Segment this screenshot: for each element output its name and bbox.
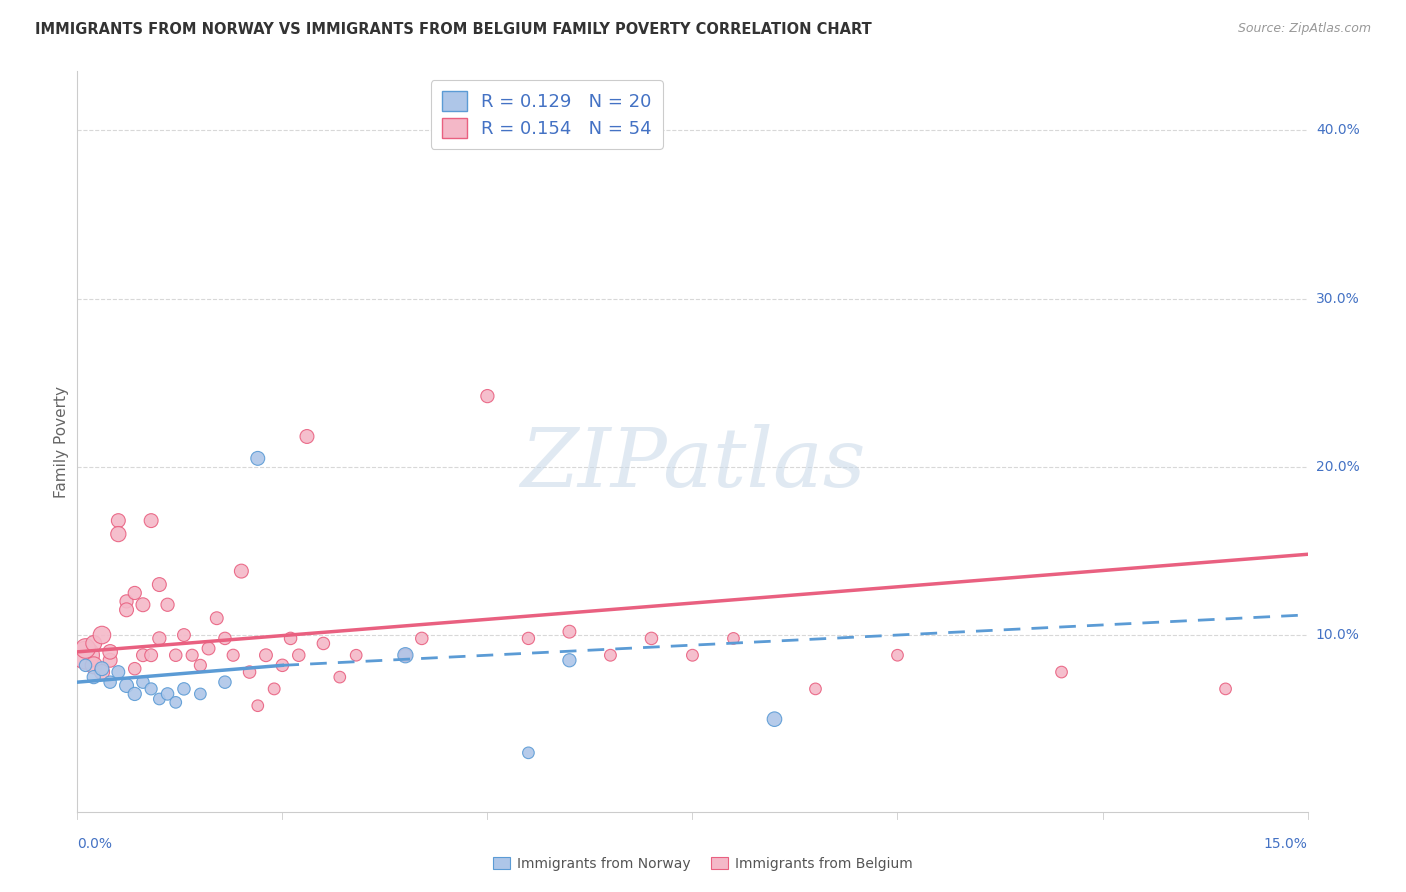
Point xyxy=(141,681,163,696)
Point xyxy=(107,514,129,528)
Y-axis label: Family Poverty: Family Poverty xyxy=(53,385,69,498)
Point xyxy=(288,648,311,663)
Point xyxy=(107,527,129,541)
Point xyxy=(271,658,294,673)
Point xyxy=(115,603,138,617)
Point xyxy=(254,648,277,663)
Point xyxy=(517,746,540,760)
Point xyxy=(141,514,163,528)
Point xyxy=(246,698,269,713)
Point xyxy=(640,632,662,646)
Text: IMMIGRANTS FROM NORWAY VS IMMIGRANTS FROM BELGIUM FAMILY POVERTY CORRELATION CHA: IMMIGRANTS FROM NORWAY VS IMMIGRANTS FRO… xyxy=(35,22,872,37)
Point xyxy=(804,681,827,696)
Point xyxy=(723,632,745,646)
Point xyxy=(197,641,219,656)
Point xyxy=(599,648,621,663)
Point xyxy=(188,687,212,701)
Point xyxy=(222,648,245,663)
Point xyxy=(231,564,253,578)
Point xyxy=(156,687,179,701)
Point xyxy=(90,662,114,676)
Point xyxy=(148,577,170,591)
Text: 15.0%: 15.0% xyxy=(1264,837,1308,851)
Point xyxy=(517,632,540,646)
Legend: Immigrants from Norway, Immigrants from Belgium: Immigrants from Norway, Immigrants from … xyxy=(488,851,918,876)
Point xyxy=(90,628,114,642)
Point xyxy=(165,648,187,663)
Point xyxy=(1215,681,1237,696)
Point xyxy=(83,636,105,650)
Point xyxy=(394,648,416,663)
Text: 40.0%: 40.0% xyxy=(1316,123,1360,137)
Point xyxy=(239,665,262,679)
Point xyxy=(1050,665,1073,679)
Point xyxy=(263,681,285,696)
Point xyxy=(115,679,138,693)
Point xyxy=(124,586,146,600)
Point xyxy=(214,675,236,690)
Point xyxy=(124,687,146,701)
Point xyxy=(181,648,204,663)
Point xyxy=(98,645,121,659)
Point xyxy=(477,389,499,403)
Point xyxy=(280,632,302,646)
Point xyxy=(558,653,581,667)
Point xyxy=(165,695,187,709)
Point xyxy=(115,594,138,608)
Point xyxy=(344,648,367,663)
Point xyxy=(124,662,146,676)
Point xyxy=(763,712,786,726)
Point xyxy=(98,653,121,667)
Point xyxy=(682,648,704,663)
Point xyxy=(83,658,105,673)
Point xyxy=(107,665,129,679)
Legend: R = 0.129   N = 20, R = 0.154   N = 54: R = 0.129 N = 20, R = 0.154 N = 54 xyxy=(430,80,662,149)
Point xyxy=(141,648,163,663)
Point xyxy=(295,429,318,443)
Point xyxy=(148,692,170,706)
Point xyxy=(205,611,228,625)
Text: Source: ZipAtlas.com: Source: ZipAtlas.com xyxy=(1237,22,1371,36)
Text: ZIPatlas: ZIPatlas xyxy=(520,424,865,504)
Text: 20.0%: 20.0% xyxy=(1316,459,1360,474)
Point xyxy=(75,641,97,656)
Point xyxy=(312,636,335,650)
Point xyxy=(411,632,433,646)
Point xyxy=(98,675,121,690)
Point xyxy=(83,670,105,684)
Point xyxy=(132,675,155,690)
Point xyxy=(329,670,352,684)
Point xyxy=(246,451,269,466)
Point xyxy=(75,648,97,663)
Text: 30.0%: 30.0% xyxy=(1316,292,1360,306)
Point xyxy=(188,658,212,673)
Point xyxy=(132,598,155,612)
Text: 10.0%: 10.0% xyxy=(1316,628,1360,642)
Point xyxy=(148,632,170,646)
Point xyxy=(90,665,114,679)
Point xyxy=(558,624,581,639)
Text: 0.0%: 0.0% xyxy=(77,837,112,851)
Point xyxy=(132,648,155,663)
Point xyxy=(156,598,179,612)
Point xyxy=(173,628,195,642)
Point xyxy=(173,681,195,696)
Point xyxy=(886,648,908,663)
Point xyxy=(394,648,416,663)
Point xyxy=(214,632,236,646)
Point xyxy=(75,658,97,673)
